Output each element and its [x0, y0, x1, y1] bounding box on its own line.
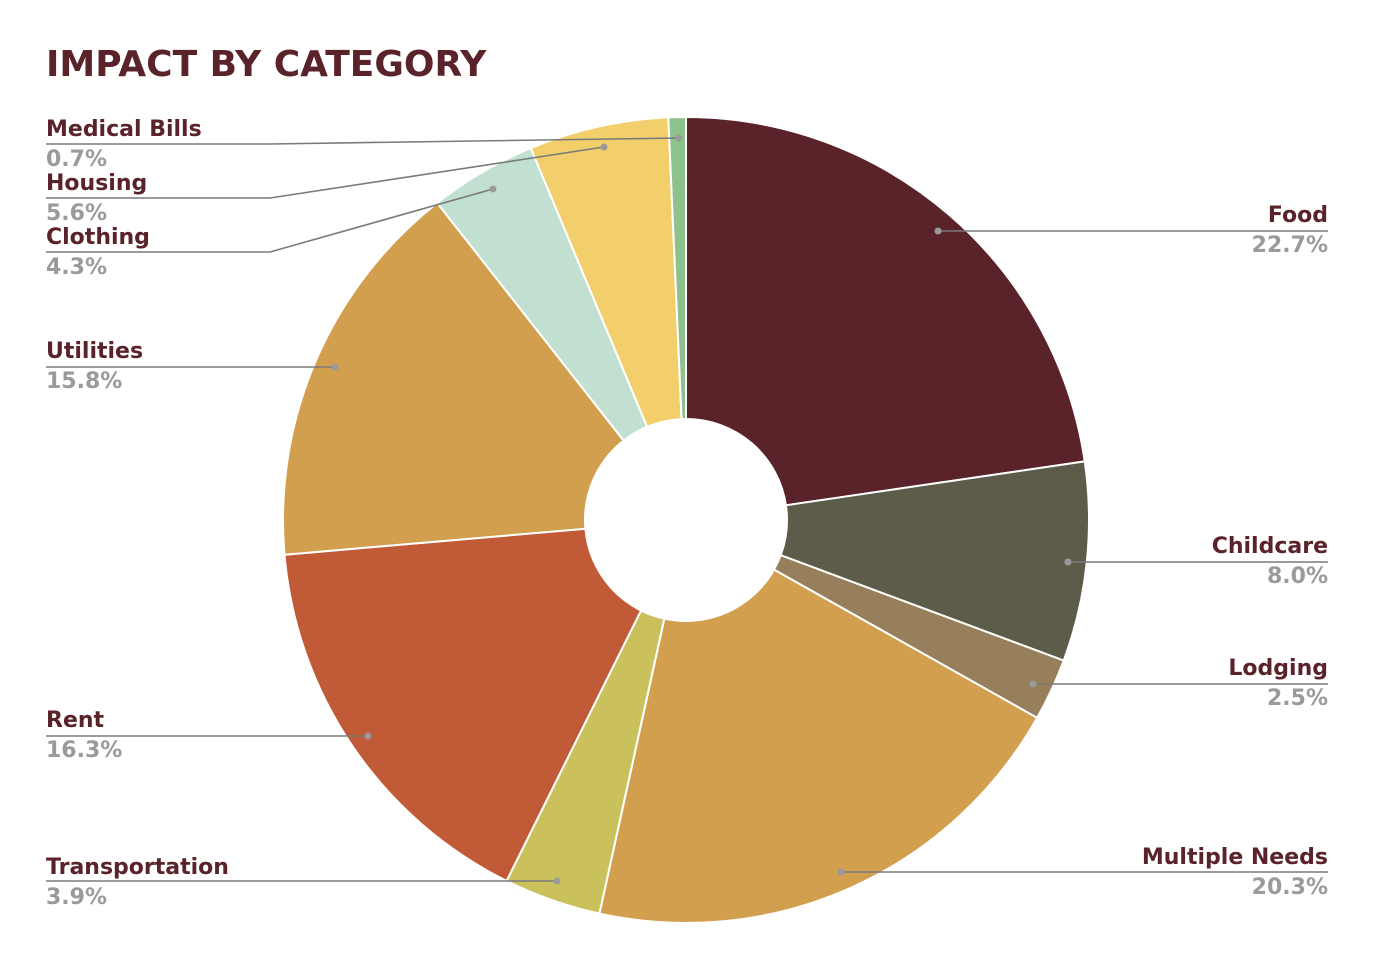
leader-line-clothing: [46, 188, 494, 253]
leader-dot-clothing: [489, 185, 497, 193]
leader-dot-rent: [364, 732, 372, 740]
label-value-medical-bills: 0.7%: [46, 147, 107, 172]
label-name-medical-bills: Medical Bills: [46, 117, 202, 142]
label-value-clothing: 4.3%: [46, 255, 107, 280]
label-value-rent: 16.3%: [46, 738, 122, 763]
label-name-housing: Housing: [46, 171, 147, 196]
slice-rent: [283, 527, 643, 883]
label-name-childcare: Childcare: [1212, 534, 1328, 559]
leader-dot-housing: [600, 143, 608, 151]
leader-dot-childcare: [1064, 558, 1072, 566]
leader-dot-multiple-needs: [837, 868, 845, 876]
leader-line-housing: [46, 146, 605, 199]
pie-slices: [282, 115, 1090, 924]
label-value-lodging: 2.5%: [1267, 686, 1328, 711]
leader-dot-medical-bills: [675, 134, 683, 142]
slice-multiple-needs: [598, 568, 1039, 924]
label-value-utilities: 15.8%: [46, 369, 122, 394]
leader-dot-utilities: [331, 363, 339, 371]
leader-lines: [46, 134, 1328, 885]
label-name-transportation: Transportation: [46, 855, 229, 880]
label-name-utilities: Utilities: [46, 339, 143, 364]
leader-dot-food: [934, 227, 942, 235]
slice-utilities: [282, 201, 626, 556]
label-name-rent: Rent: [46, 708, 105, 733]
label-name-clothing: Clothing: [46, 225, 150, 250]
label-value-food: 22.7%: [1252, 233, 1328, 258]
label-name-food: Food: [1268, 203, 1328, 228]
label-name-multiple-needs: Multiple Needs: [1142, 845, 1328, 870]
slice-medical-bills: [667, 115, 687, 421]
label-value-transportation: 3.9%: [46, 885, 107, 910]
leader-dot-lodging: [1029, 680, 1037, 688]
leader-line-medical-bills: [46, 137, 680, 145]
label-value-childcare: 8.0%: [1267, 564, 1328, 589]
slice-food: [685, 115, 1086, 507]
label-value-housing: 5.6%: [46, 201, 107, 226]
label-value-multiple-needs: 20.3%: [1252, 875, 1328, 900]
chart-title: IMPACT BY CATEGORY: [46, 44, 487, 85]
slice-labels: Food 22.7% Childcare 8.0% Lodging 2.5% Multipl…: [46, 117, 1328, 910]
label-name-lodging: Lodging: [1228, 656, 1328, 681]
slice-childcare: [779, 460, 1090, 662]
leader-dot-transportation: [553, 877, 561, 885]
